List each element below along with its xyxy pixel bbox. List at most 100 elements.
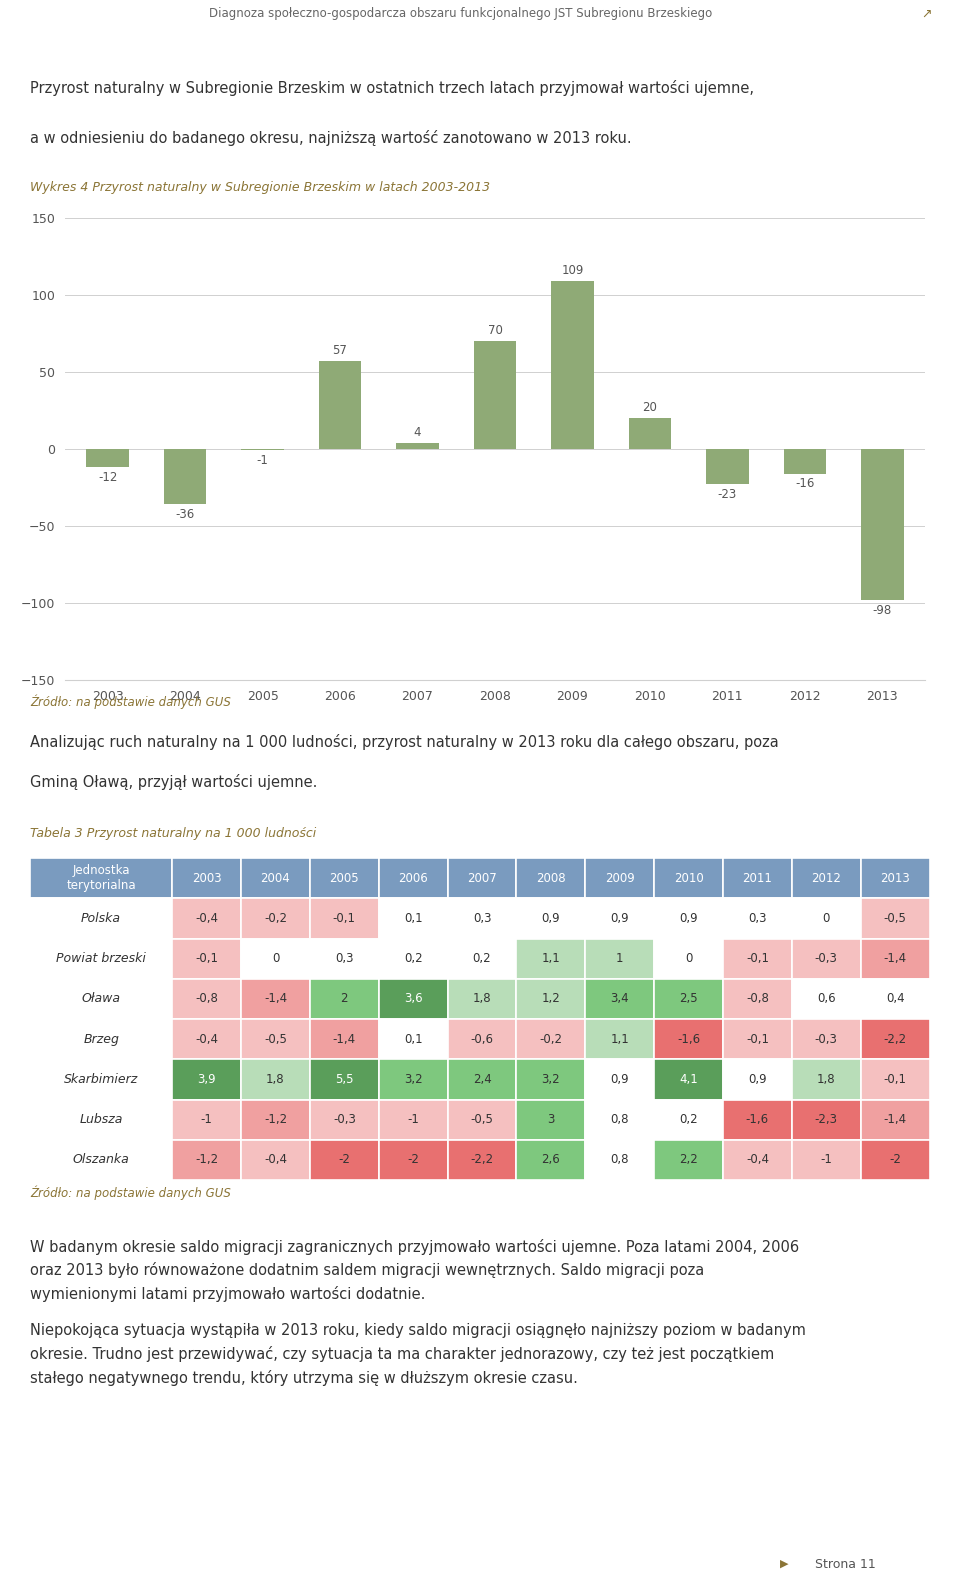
Text: wymienionymi latami przyjmowało wartości dodatnie.: wymienionymi latami przyjmowało wartości… — [30, 1286, 425, 1301]
Bar — [30, 1018, 172, 1060]
Bar — [86, 449, 129, 468]
Text: oraz 2013 było równoważone dodatnim saldem migracji wewnętrznych. Saldo migracji: oraz 2013 było równoważone dodatnim sald… — [30, 1263, 705, 1279]
Bar — [654, 899, 723, 939]
Text: 0: 0 — [684, 951, 692, 966]
Text: 2007: 2007 — [468, 872, 497, 885]
Text: -2: -2 — [407, 1153, 420, 1166]
Text: -1: -1 — [821, 1153, 832, 1166]
Bar — [172, 1018, 241, 1060]
Bar — [447, 1018, 516, 1060]
Bar — [654, 1060, 723, 1099]
Text: 2: 2 — [341, 993, 348, 1006]
Text: -16: -16 — [795, 477, 815, 490]
Text: 0,9: 0,9 — [611, 912, 629, 924]
Bar — [172, 1139, 241, 1181]
Bar — [723, 978, 792, 1018]
Text: 0,9: 0,9 — [680, 912, 698, 924]
Text: Brzeg: Brzeg — [84, 1033, 119, 1045]
Text: 4: 4 — [414, 426, 421, 439]
Bar — [30, 978, 172, 1018]
Bar — [792, 1060, 861, 1099]
Text: 0,9: 0,9 — [541, 912, 561, 924]
Text: 1,8: 1,8 — [266, 1072, 285, 1087]
Text: 0,1: 0,1 — [404, 1033, 422, 1045]
Bar — [379, 1018, 447, 1060]
Text: 0,3: 0,3 — [335, 951, 353, 966]
Text: 3,2: 3,2 — [541, 1072, 561, 1087]
Text: -0,2: -0,2 — [540, 1033, 563, 1045]
Bar — [310, 1018, 379, 1060]
Text: 1,1: 1,1 — [611, 1033, 629, 1045]
Bar — [861, 899, 929, 939]
Bar — [861, 978, 929, 1018]
Text: 0,3: 0,3 — [748, 912, 767, 924]
Bar — [379, 978, 447, 1018]
Bar — [586, 858, 654, 899]
Bar — [654, 978, 723, 1018]
Bar — [310, 858, 379, 899]
Text: Źródło: na podstawie danych GUS: Źródło: na podstawie danych GUS — [30, 1185, 230, 1200]
Text: -0,5: -0,5 — [470, 1114, 493, 1126]
Bar — [586, 1139, 654, 1181]
Text: Skarbimierz: Skarbimierz — [64, 1072, 138, 1087]
Bar — [723, 1099, 792, 1139]
Bar — [379, 1139, 447, 1181]
Text: 5,5: 5,5 — [335, 1072, 353, 1087]
Text: -23: -23 — [718, 488, 737, 501]
Bar — [792, 1099, 861, 1139]
Text: 0,9: 0,9 — [748, 1072, 767, 1087]
Bar — [586, 939, 654, 978]
Text: -1,6: -1,6 — [677, 1033, 700, 1045]
Bar — [516, 899, 586, 939]
Text: Niepokojąca sytuacja wystąpiła w 2013 roku, kiedy saldo migracji osiągnęło najni: Niepokojąca sytuacja wystąpiła w 2013 ro… — [30, 1324, 805, 1338]
Text: -2: -2 — [338, 1153, 350, 1166]
Bar — [792, 1018, 861, 1060]
Text: Strona 11: Strona 11 — [815, 1558, 876, 1570]
Bar — [516, 1099, 586, 1139]
Bar — [516, 1018, 586, 1060]
Text: -0,6: -0,6 — [470, 1033, 493, 1045]
Text: Powiat brzeski: Powiat brzeski — [57, 951, 146, 966]
Text: 1,8: 1,8 — [817, 1072, 835, 1087]
Text: -1,6: -1,6 — [746, 1114, 769, 1126]
Text: -1,2: -1,2 — [264, 1114, 287, 1126]
Bar — [310, 1099, 379, 1139]
Bar — [396, 442, 439, 449]
Text: 109: 109 — [562, 264, 584, 277]
Bar — [172, 1060, 241, 1099]
Bar — [792, 858, 861, 899]
Bar — [516, 1139, 586, 1181]
Bar — [379, 1099, 447, 1139]
Bar — [654, 939, 723, 978]
Text: Tabela 3 Przyrost naturalny na 1 000 ludności: Tabela 3 Przyrost naturalny na 1 000 lud… — [30, 826, 316, 840]
Text: 57: 57 — [332, 344, 348, 356]
Bar — [310, 978, 379, 1018]
Text: 0,6: 0,6 — [817, 993, 835, 1006]
Text: 0: 0 — [272, 951, 279, 966]
Bar — [629, 418, 671, 449]
Bar — [447, 939, 516, 978]
Text: 20: 20 — [642, 401, 658, 414]
Text: -2,2: -2,2 — [883, 1033, 906, 1045]
Bar — [30, 939, 172, 978]
Bar — [241, 1060, 310, 1099]
Bar — [447, 858, 516, 899]
Bar — [723, 1060, 792, 1099]
Bar — [241, 1018, 310, 1060]
Bar — [723, 1018, 792, 1060]
Text: -2,2: -2,2 — [470, 1153, 493, 1166]
Bar — [241, 939, 310, 978]
Bar — [319, 361, 361, 449]
Text: -1: -1 — [256, 455, 269, 468]
Text: 4,1: 4,1 — [680, 1072, 698, 1087]
Text: 1: 1 — [616, 951, 623, 966]
Text: 0,8: 0,8 — [611, 1114, 629, 1126]
Text: -0,4: -0,4 — [195, 912, 218, 924]
Text: 1,8: 1,8 — [472, 993, 492, 1006]
Bar — [172, 1099, 241, 1139]
Text: 0,1: 0,1 — [404, 912, 422, 924]
Text: Polska: Polska — [81, 912, 121, 924]
Bar — [586, 899, 654, 939]
Text: stałego negatywnego trendu, który utrzyma się w dłuższym okresie czasu.: stałego negatywnego trendu, który utrzym… — [30, 1370, 578, 1386]
Text: Gminą Oławą, przyjął wartości ujemne.: Gminą Oławą, przyjął wartości ujemne. — [30, 775, 318, 791]
